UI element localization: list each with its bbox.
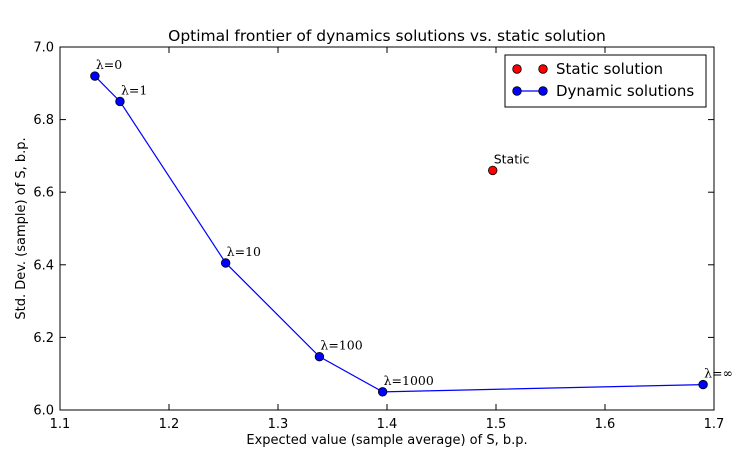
chart-title: Optimal frontier of dynamics solutions v… — [168, 27, 606, 45]
y-tick-label: 6.6 — [33, 186, 54, 201]
y-tick-label: 6.0 — [33, 404, 54, 419]
point-annotation: λ=10 — [227, 244, 261, 259]
y-tick-label: 6.4 — [33, 258, 54, 273]
legend-box — [504, 54, 707, 108]
y-tick-label: 7.0 — [33, 41, 54, 56]
y-tick-label: 6.8 — [33, 113, 54, 128]
x-axis-label: Expected value (sample average) of S, b.… — [246, 433, 527, 448]
point-annotation: Static — [494, 151, 530, 166]
x-tick-label: 1.4 — [377, 417, 398, 432]
data-point — [377, 387, 388, 397]
legend-marker — [512, 86, 522, 96]
legend-marker — [512, 64, 522, 74]
point-annotation: λ=100 — [320, 338, 362, 353]
legend-label: Dynamic solutions — [556, 82, 694, 100]
data-point — [698, 379, 708, 390]
x-tick-label: 1.2 — [159, 417, 180, 432]
data-point — [314, 351, 325, 362]
series-line — [94, 75, 704, 393]
data-point — [115, 96, 125, 107]
y-axis-label: Std. Dev. (sample) of S, b.p. — [14, 137, 29, 319]
x-tick-label: 1.3 — [268, 417, 289, 432]
legend-label: Static solution — [556, 60, 663, 78]
x-tick-label: 1.7 — [704, 417, 725, 432]
legend-marker — [538, 86, 548, 96]
legend: Static solution Dynamic solutions — [504, 54, 707, 108]
plot-area: Static λ=0 λ=1 λ=10 λ=100 λ=1000 λ=∞ — [90, 57, 733, 397]
point-annotation: λ=1 — [121, 82, 147, 97]
y-tick-label: 6.2 — [33, 331, 54, 346]
x-tick-label: 1.5 — [486, 417, 507, 432]
point-annotation: λ=0 — [96, 57, 122, 72]
data-point — [90, 71, 100, 81]
legend-marker — [538, 64, 548, 74]
axis-ticks: 1.1 1.2 1.3 1.4 1.5 1.6 1.7 6.0 6.2 6.4 6.6 6.8 7.0 — [33, 41, 724, 433]
x-tick-label: 1.6 — [595, 417, 616, 432]
point-annotation: λ=1000 — [384, 373, 434, 388]
data-point — [220, 258, 231, 268]
x-tick-label: 1.1 — [50, 417, 71, 432]
data-point — [488, 165, 498, 176]
point-annotation: λ=∞ — [704, 366, 733, 381]
